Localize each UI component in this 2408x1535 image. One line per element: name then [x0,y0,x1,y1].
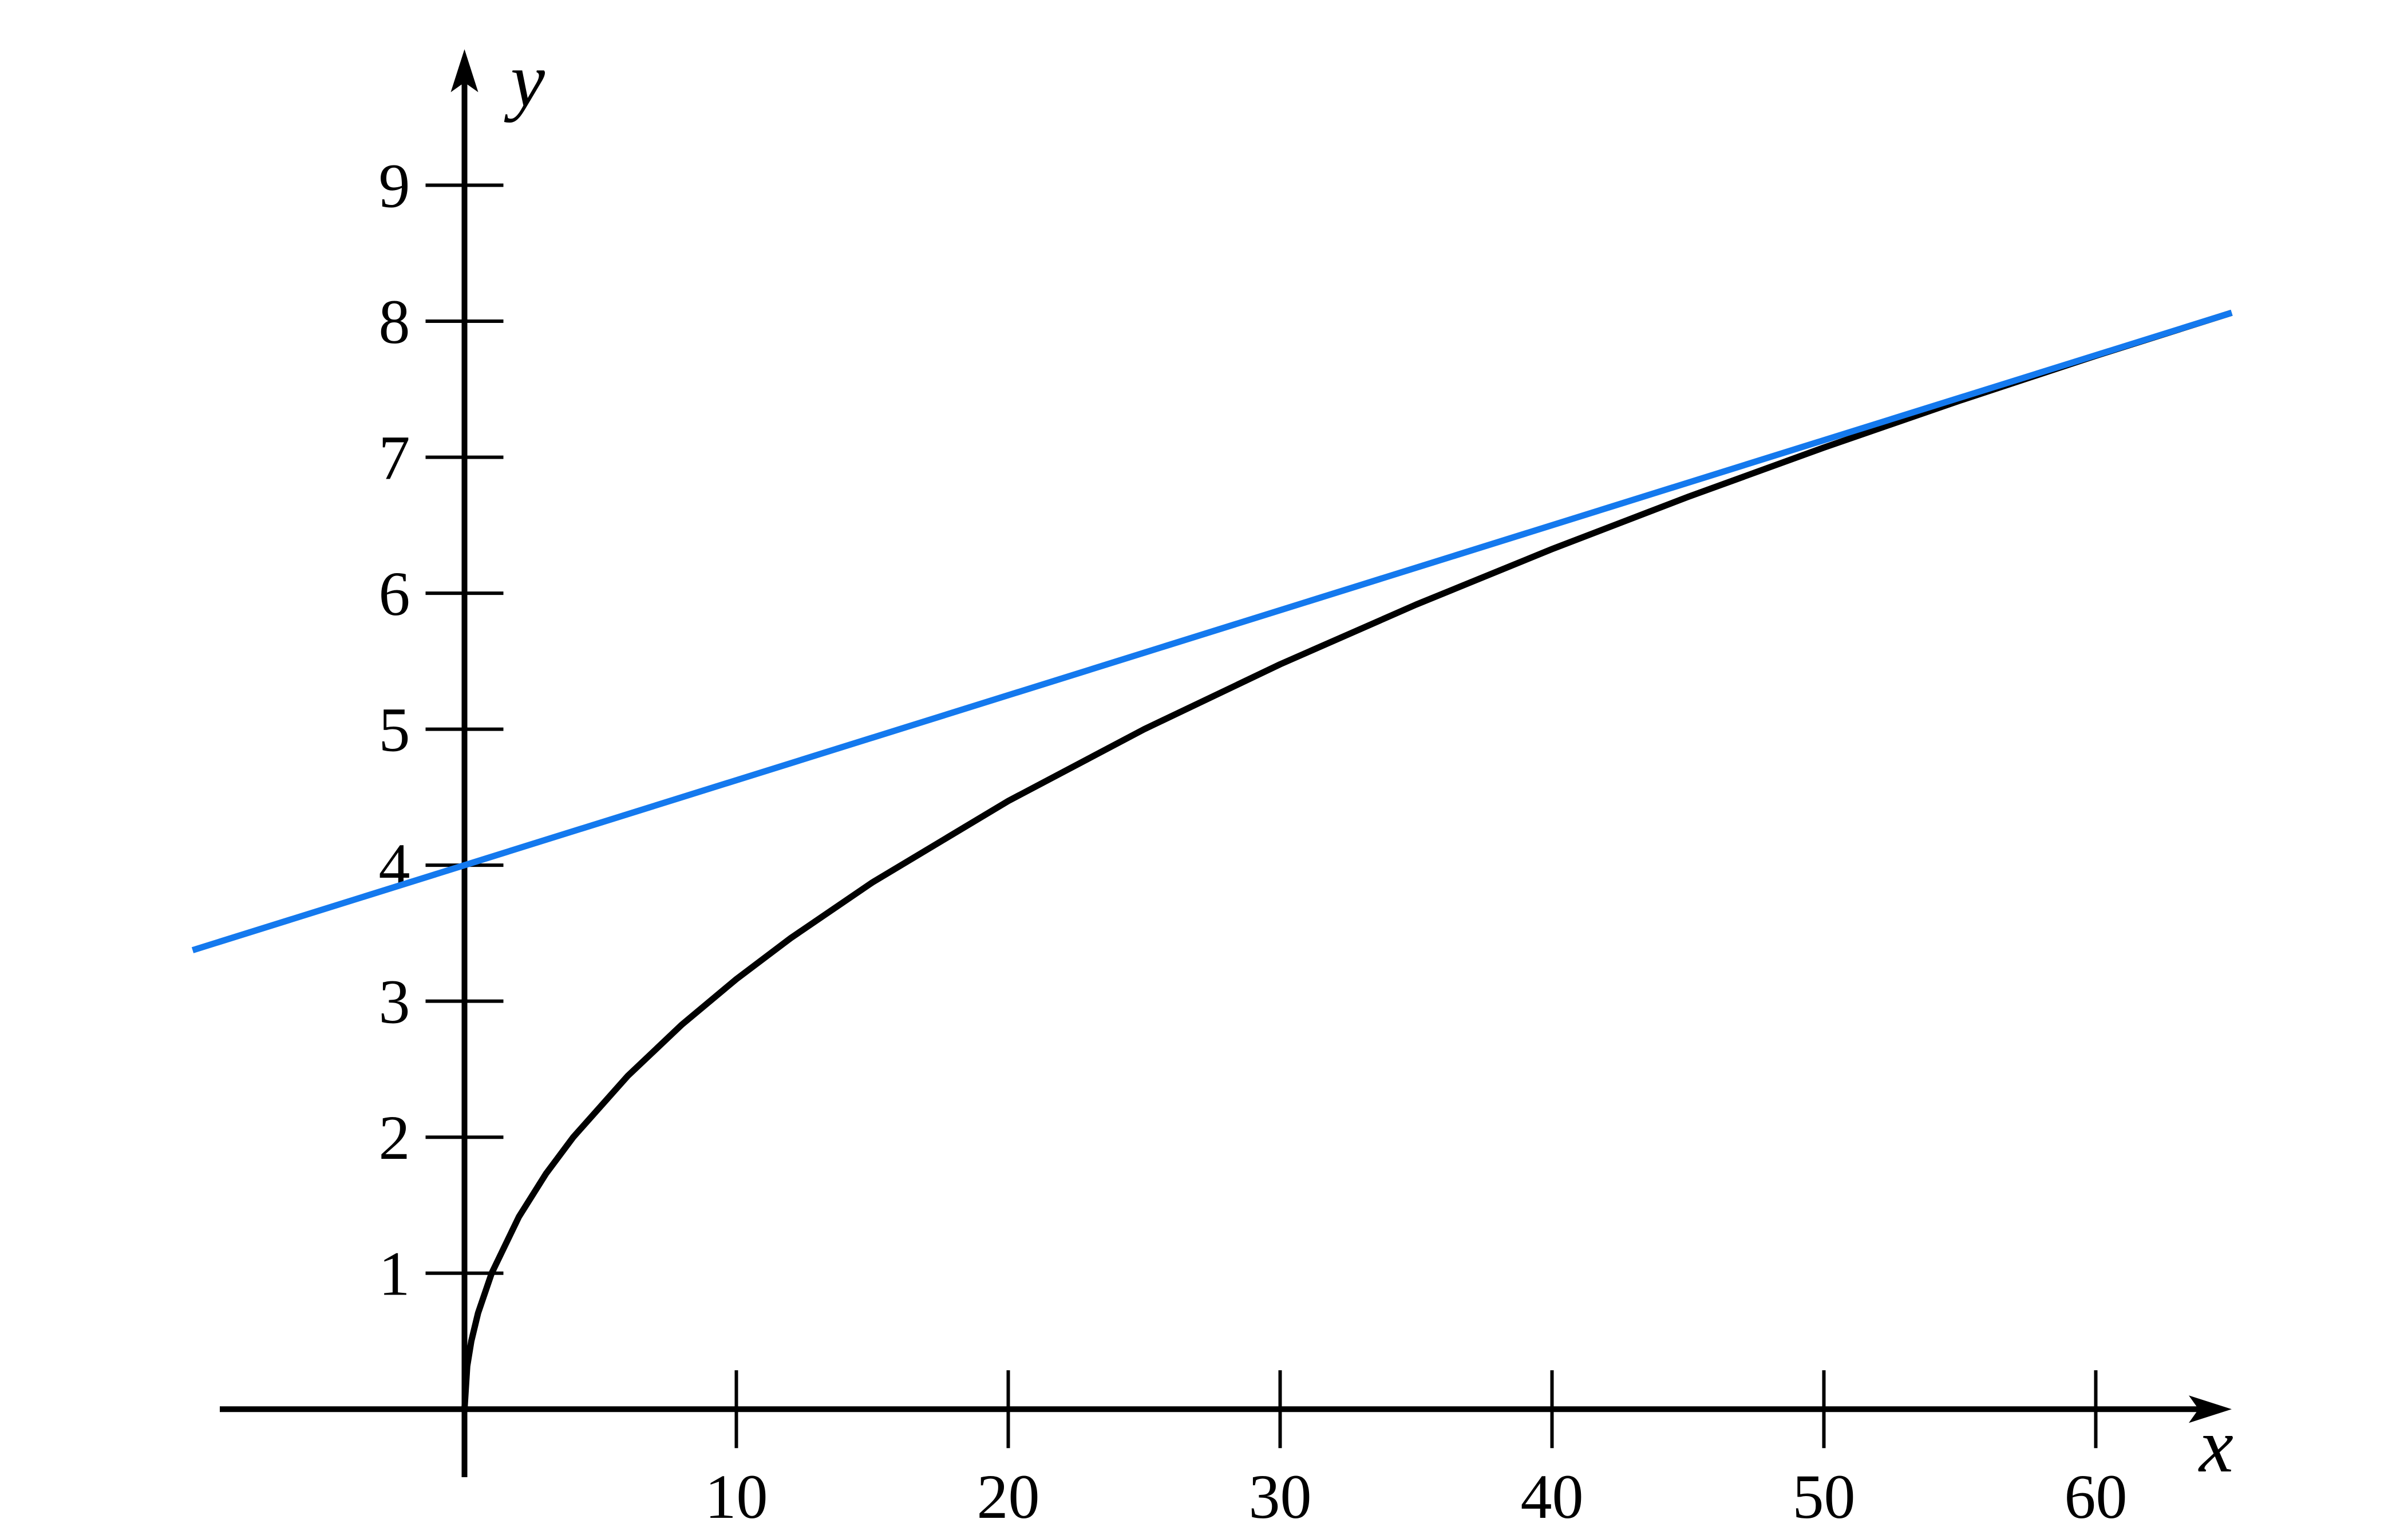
x-tick-label: 40 [1521,1462,1584,1532]
y-tick-label: 1 [379,1239,410,1309]
y-tick-label: 2 [379,1103,410,1173]
y-axis-arrow [450,49,479,92]
x-tick-label: 20 [977,1462,1040,1532]
y-tick-label: 6 [379,559,410,629]
x-tick-label: 10 [705,1462,768,1532]
x-tick-label: 60 [2065,1462,2128,1532]
y-tick-label: 5 [379,695,410,765]
y-tick-label: 9 [379,151,410,221]
y-tick-label: 3 [379,967,410,1037]
x-axis-arrow [2189,1395,2232,1423]
y-axis-label: y [504,38,545,123]
y-tick-label: 8 [379,287,410,357]
x-tick-label: 50 [1793,1462,1856,1532]
series-line [191,309,2233,953]
series-line [461,310,2233,1410]
x-tick-label: 30 [1249,1462,1312,1532]
y-tick-label: 7 [379,423,410,493]
